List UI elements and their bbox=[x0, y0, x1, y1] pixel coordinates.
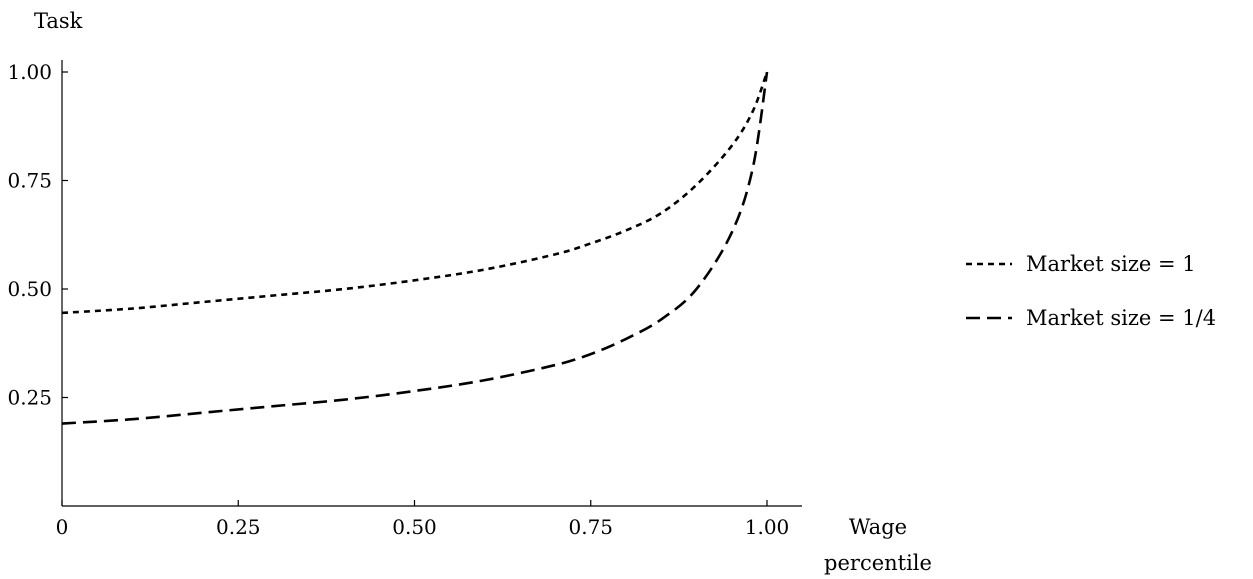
y-tick-label: 0.75 bbox=[7, 169, 52, 193]
axes: Task Wage percentile bbox=[34, 9, 932, 575]
ticks: 0 0.25 0.50 0.75 1.00 0.25 0.50 0.75 1.00 bbox=[7, 60, 789, 539]
x-tick-label: 0 bbox=[56, 515, 69, 539]
y-axis-title: Task bbox=[34, 9, 83, 33]
series-lines bbox=[61, 71, 769, 425]
y-tick-label: 1.00 bbox=[7, 60, 52, 84]
legend-label: Market size = 1 bbox=[1026, 252, 1196, 276]
x-tick-label: 0.75 bbox=[568, 515, 613, 539]
series-line-market-size-quarter bbox=[61, 71, 769, 425]
x-axis-title-line: percentile bbox=[824, 551, 932, 575]
x-tick-label: 0.50 bbox=[392, 515, 437, 539]
y-tick-label: 0.50 bbox=[7, 277, 52, 301]
series-line-market-size-1 bbox=[61, 71, 769, 315]
x-tick-label: 0.25 bbox=[216, 515, 261, 539]
x-axis-title-line: Wage bbox=[849, 515, 907, 539]
y-tick-label: 0.25 bbox=[7, 386, 52, 410]
x-tick-label: 1.00 bbox=[745, 515, 790, 539]
legend-label: Market size = 1/4 bbox=[1026, 306, 1216, 330]
legend: Market size = 1 Market size = 1/4 bbox=[966, 252, 1216, 330]
